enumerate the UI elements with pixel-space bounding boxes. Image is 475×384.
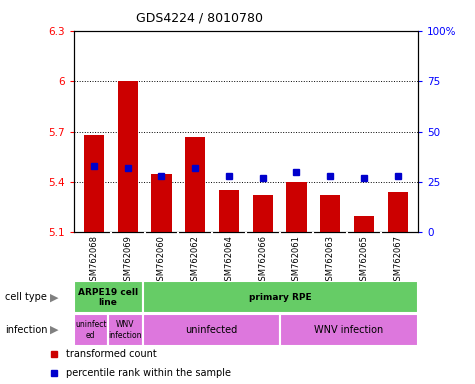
Bar (388, 192, 408, 232)
Bar (108, 314, 142, 346)
Bar (286, 182, 306, 232)
Bar (185, 137, 205, 232)
Text: infection: infection (5, 325, 47, 335)
Bar (117, 81, 138, 232)
Text: GSM762061: GSM762061 (292, 235, 301, 286)
Text: primary RPE: primary RPE (249, 293, 312, 302)
Bar (74, 314, 108, 346)
Text: ▶: ▶ (50, 325, 59, 335)
Bar (219, 190, 239, 232)
Bar (151, 174, 171, 232)
Text: cell type: cell type (5, 292, 47, 302)
Text: GSM762060: GSM762060 (157, 235, 166, 286)
Bar (142, 281, 418, 313)
Text: GSM762068: GSM762068 (89, 235, 98, 286)
Text: GSM762067: GSM762067 (393, 235, 402, 286)
Text: ARPE19 cell
line: ARPE19 cell line (78, 288, 138, 307)
Text: GSM762063: GSM762063 (326, 235, 335, 286)
Text: WNV
infection: WNV infection (108, 320, 142, 339)
Text: WNV infection: WNV infection (314, 325, 384, 335)
Text: percentile rank within the sample: percentile rank within the sample (66, 368, 231, 378)
Text: GSM762065: GSM762065 (360, 235, 369, 286)
Text: transformed count: transformed count (66, 349, 157, 359)
Text: GSM762066: GSM762066 (258, 235, 267, 286)
Text: GSM762062: GSM762062 (190, 235, 200, 286)
Bar (320, 195, 341, 232)
Text: uninfected: uninfected (185, 325, 238, 335)
Text: ▶: ▶ (50, 292, 59, 302)
Text: GDS4224 / 8010780: GDS4224 / 8010780 (136, 12, 263, 25)
Bar (253, 195, 273, 232)
Bar (74, 281, 142, 313)
Text: GSM762064: GSM762064 (224, 235, 233, 286)
Text: uninfect
ed: uninfect ed (75, 320, 106, 339)
Bar (84, 135, 104, 232)
Bar (280, 314, 418, 346)
Text: GSM762069: GSM762069 (123, 235, 132, 286)
Bar (354, 215, 374, 232)
Bar (142, 314, 280, 346)
